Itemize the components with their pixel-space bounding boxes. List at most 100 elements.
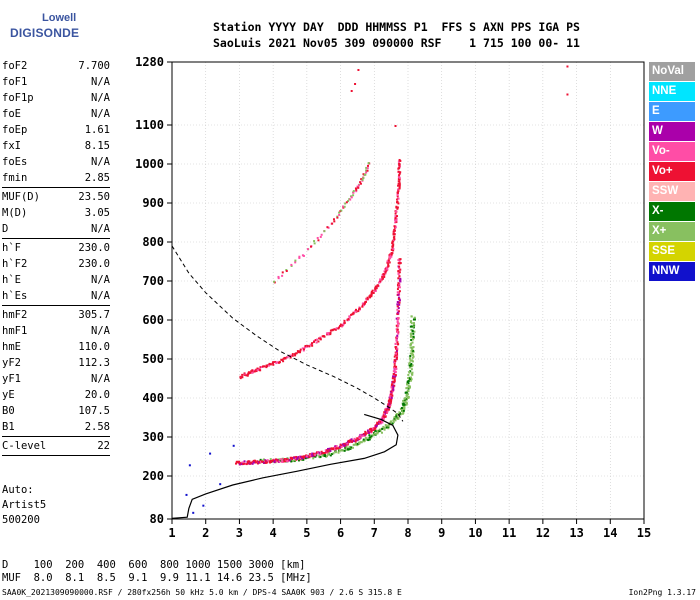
second-hop-point: [256, 367, 259, 370]
o-trace-point: [398, 262, 401, 265]
o-trace-point: [322, 452, 325, 455]
o-trace-point: [391, 394, 394, 397]
o-trace-point: [252, 459, 255, 462]
o-trace-point: [323, 452, 326, 455]
param-value: 110.0: [78, 341, 110, 353]
legend-item-x: X-: [649, 202, 695, 221]
o-trace-point: [398, 258, 401, 261]
o-trace-point: [397, 270, 400, 273]
second-hop-point: [259, 366, 262, 369]
second-hop-point: [347, 317, 350, 320]
y-tick-label: 800: [142, 235, 164, 249]
o-trace-point: [399, 258, 402, 261]
x-trace-point: [397, 416, 400, 419]
param-value: 20.0: [84, 389, 110, 401]
x-trace-point: [407, 390, 410, 393]
x-trace-point: [374, 429, 377, 432]
x-trace-point: [410, 349, 413, 352]
param-row: h`E N/A: [2, 272, 110, 288]
o-trace-point: [390, 390, 393, 393]
second-hop-point: [395, 210, 398, 213]
o-trace-point: [318, 453, 321, 456]
param-separator: [2, 455, 110, 456]
second-hop-point: [387, 265, 390, 268]
param-name: h`Es: [2, 290, 28, 302]
x-trace-point: [331, 453, 334, 456]
x-trace-point: [375, 432, 378, 435]
second-hop-point: [291, 353, 294, 356]
x-trace-point: [344, 448, 347, 451]
param-value: 230.0: [78, 242, 110, 254]
x-trace-point: [407, 384, 410, 387]
o-trace-point: [332, 448, 335, 451]
second-hop-point: [384, 272, 387, 275]
o-trace-point: [335, 445, 338, 448]
x-trace-point: [412, 349, 415, 352]
upper-trace-point: [333, 220, 336, 223]
legend-item-e: E: [649, 102, 695, 121]
param-value: 23.50: [78, 191, 110, 203]
param-row: yF2 112.3: [2, 355, 110, 371]
o-trace-point: [273, 461, 276, 464]
upper-trace-point: [359, 182, 362, 185]
param-value: N/A: [91, 274, 110, 286]
o-trace-point: [251, 460, 254, 463]
o-trace-point: [390, 400, 393, 403]
digisonde-logo: Lowell DIGISONDE: [4, 10, 79, 50]
x-trace-point: [279, 459, 282, 462]
second-hop-point: [255, 370, 258, 373]
upper-trace-point: [355, 188, 358, 191]
o-trace-point: [384, 415, 387, 418]
second-hop-point: [383, 270, 386, 273]
polarization-legend: NoVal NNE E W Vo- Vo+ SSW X- X+ SSE NNW: [649, 62, 695, 282]
x-trace-point: [318, 455, 321, 458]
y-tick-label: 600: [142, 313, 164, 327]
scatter-echo-point: [192, 511, 195, 514]
legend-item-nnw: NNW: [649, 262, 695, 281]
o-trace-point: [396, 291, 399, 294]
o-trace-point: [394, 347, 397, 350]
o-trace-point: [299, 457, 302, 460]
o-trace-point: [289, 457, 292, 460]
o-trace-point: [328, 447, 331, 450]
second-hop-point: [397, 182, 400, 185]
second-hop-point: [398, 172, 401, 175]
legend-item-vo: Vo+: [649, 162, 695, 181]
x-trace-point: [356, 444, 359, 447]
x-trace-point: [350, 446, 353, 449]
x-trace-point: [410, 322, 413, 325]
second-hop-point: [348, 316, 351, 319]
second-hop-point: [392, 247, 395, 250]
upper-trace-point: [360, 178, 363, 181]
o-trace-point: [394, 352, 397, 355]
x-trace-point: [385, 426, 388, 429]
x-trace-point: [412, 318, 415, 321]
o-trace-point: [339, 445, 342, 448]
x-trace-point: [362, 438, 365, 441]
upper-trace-point: [356, 185, 359, 188]
upper-trace-point: [273, 280, 276, 283]
o-trace-point: [371, 427, 374, 430]
second-hop-point: [316, 338, 319, 341]
second-hop-point: [398, 187, 401, 190]
x-trace-point: [409, 346, 412, 349]
upper-trace-point: [365, 169, 368, 172]
x-trace-point: [381, 427, 384, 430]
second-hop-point: [346, 319, 349, 322]
param-name: yF2: [2, 357, 21, 369]
second-hop-point: [393, 228, 396, 231]
y-tick-label: 300: [142, 430, 164, 444]
x-trace-point: [408, 385, 411, 388]
o-trace-point: [272, 458, 275, 461]
x-trace-point: [407, 376, 410, 379]
o-trace-point: [270, 460, 273, 463]
scatter-echo-point: [232, 444, 235, 447]
param-name: D: [2, 223, 9, 235]
second-hop-point: [363, 304, 366, 307]
o-trace-point: [355, 439, 358, 442]
o-trace-point: [394, 351, 397, 354]
o-trace-point: [349, 439, 352, 442]
x-tick-label: 10: [468, 526, 482, 540]
o-trace-point: [263, 461, 266, 464]
upper-trace-point: [364, 173, 367, 176]
